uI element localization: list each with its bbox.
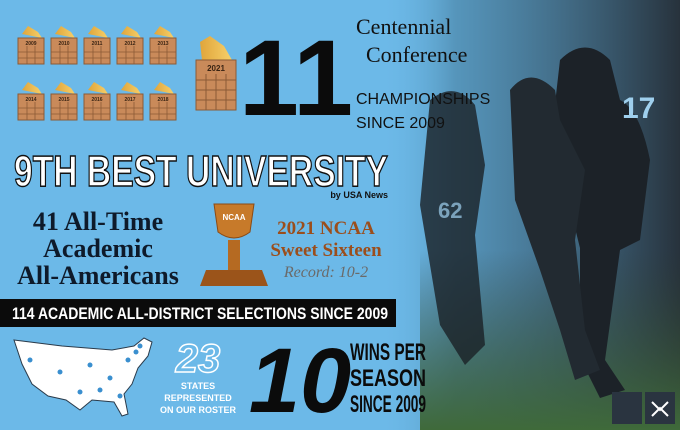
feature-trophy: 2021 (195, 36, 237, 111)
academic-line: All-Americans (17, 261, 179, 290)
academic-line: 41 All-Time (33, 207, 163, 236)
trophy-cup (22, 26, 42, 38)
trophy-base (17, 37, 45, 65)
feature-year: 2021 (207, 64, 225, 73)
championship-count: 11 (239, 17, 353, 138)
trophy-cup (154, 26, 174, 38)
trophy-cup (121, 26, 141, 38)
academic-line: Academic (43, 234, 153, 263)
banner-bar (0, 299, 396, 327)
small-trophy: 2015 (50, 82, 78, 121)
trophy-grid: 2009 2010 2011 2012 2013 2014 2015 2016 2017 2018 (17, 26, 177, 121)
trophy-base (83, 37, 111, 65)
trophy-lines (51, 102, 77, 120)
wins-caption: SINCE 2009 (350, 391, 426, 418)
trophy-base (149, 93, 177, 121)
trophy-cup (55, 82, 75, 94)
trophy-year: 2013 (157, 41, 168, 47)
trophy-label: NCAA (222, 213, 245, 222)
trophy-base (149, 37, 177, 65)
trophy-year: 2017 (124, 97, 135, 103)
ranking-source: by USA News (330, 190, 388, 200)
states-count: 23 (175, 337, 221, 381)
ncaa-trophy: NCAA (200, 203, 268, 286)
ranking-title: 9TH BEST UNIVERSITY (14, 147, 388, 196)
ncaa-record: Record: 10-2 (283, 264, 368, 281)
trophy-lines (150, 102, 176, 120)
trophy-cup (55, 26, 75, 38)
states-caption: REPRESENTED (164, 393, 232, 403)
wins-caption: WINS PER (350, 339, 426, 366)
small-trophy: 2010 (50, 26, 78, 65)
trophy-lines (117, 102, 143, 120)
conference-line: Conference (366, 42, 467, 67)
small-trophy: 2014 (17, 82, 45, 121)
trophy-cup (22, 82, 42, 94)
wins-count: 10 (249, 330, 351, 430)
trophy-lines (18, 46, 44, 64)
trophy-year: 2015 (58, 97, 69, 103)
us-map (13, 337, 153, 417)
map-pins (27, 343, 143, 399)
small-trophy: 2018 (149, 82, 177, 121)
trophy-base (116, 93, 144, 121)
photo: 17 62 (380, 0, 680, 430)
trophy-year: 2010 (58, 41, 69, 47)
trophy-base (50, 37, 78, 65)
small-trophy: 2013 (149, 26, 177, 65)
trophy-year: 2018 (157, 97, 168, 103)
trophy-year: 2014 (25, 97, 36, 103)
championship-caption: SINCE 2009 (356, 115, 445, 132)
trophy-lines (84, 46, 110, 64)
small-trophy: 2016 (83, 82, 111, 121)
trophy-lines (84, 102, 110, 120)
trophy-year: 2016 (91, 97, 102, 103)
trophy-lines (18, 102, 44, 120)
championship-caption: CHAMPIONSHIPS (356, 91, 490, 108)
svg-text:62: 62 (438, 198, 462, 223)
trophy-lines (51, 46, 77, 64)
ncaa-line: Sweet Sixteen (270, 240, 382, 261)
trophy-cup (154, 82, 174, 94)
states-caption: STATES (181, 381, 215, 391)
small-trophy: 2011 (83, 26, 111, 65)
small-trophy: 2009 (17, 26, 45, 65)
trophy-base (17, 93, 45, 121)
trophy-lines (150, 46, 176, 64)
trophy-year: 2012 (124, 41, 135, 47)
wins-caption: SEASON (350, 365, 426, 392)
trophy-cup (88, 82, 108, 94)
ncaa-line: 2021 NCAA (277, 218, 375, 239)
trophy-base (83, 93, 111, 121)
trophy-cup (121, 82, 141, 94)
trophy-lines (117, 46, 143, 64)
banner-text: 114 ACADEMIC ALL-DISTRICT SELECTIONS SIN… (12, 304, 388, 323)
small-trophy: 2012 (116, 26, 144, 65)
trophy-cup (88, 26, 108, 38)
states-caption: ON OUR ROSTER (160, 405, 237, 415)
small-trophy: 2017 (116, 82, 144, 121)
svg-text:17: 17 (622, 92, 655, 125)
trophy-year: 2011 (92, 41, 103, 47)
conference-line: Centennial (356, 14, 451, 39)
trophy-base (50, 93, 78, 121)
trophy-base (116, 37, 144, 65)
trophy-year: 2009 (25, 41, 36, 47)
